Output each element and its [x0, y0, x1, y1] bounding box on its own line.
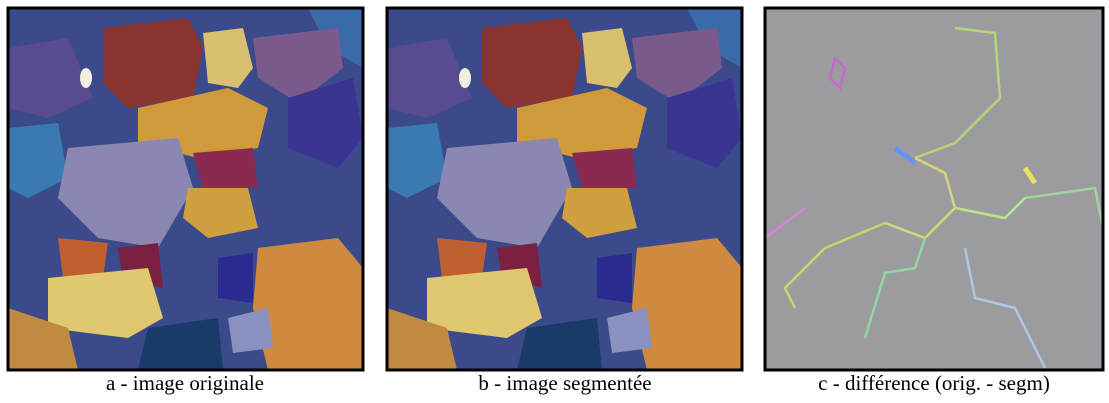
image-original [8, 8, 363, 370]
caption: a - image originale [106, 371, 264, 395]
caption: c - différence (orig. - segm) [818, 371, 1050, 395]
figure: a - image originale b - image segmentée … [0, 0, 1109, 403]
image-difference [765, 8, 1103, 370]
image-segmented [387, 8, 742, 370]
page: a - image originale b - image segmentée … [0, 0, 1109, 403]
caption: b - image segmentée [478, 371, 651, 395]
